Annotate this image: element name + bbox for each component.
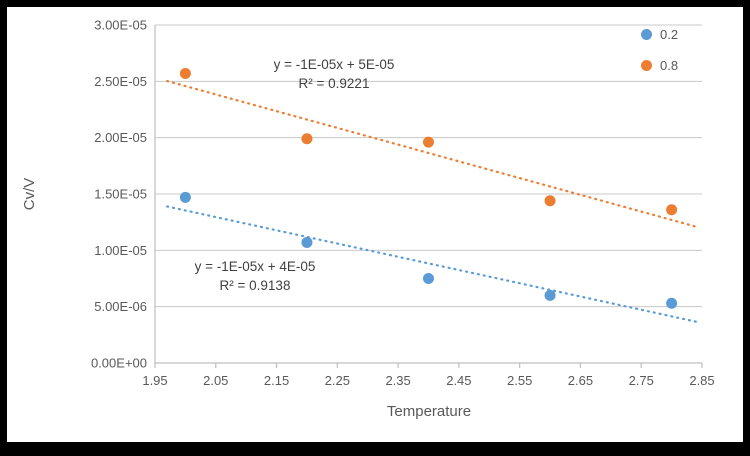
x-tick-label: 2.85 <box>689 373 714 388</box>
data-point <box>544 195 556 207</box>
legend-label: 0.2 <box>660 27 679 42</box>
data-point <box>423 273 434 284</box>
data-point <box>666 297 678 309</box>
data-point <box>544 289 556 301</box>
y-axis-title: Cv/V <box>21 177 38 211</box>
plot-area: 0.00E+00 5.00E-06 1.00E-05 1.50E-05 2.00E-05… <box>91 18 715 389</box>
legend-item-series-0.8: 0.8 <box>641 58 678 73</box>
x-tick-label: 2.05 <box>203 373 228 388</box>
x-tick-label: 2.45 <box>446 373 471 388</box>
y-tick-label: 5.00E-06 <box>94 299 147 314</box>
trendline-annotation-series-0.8: y = -1E-05x + 5E-05 R² = 0.9221 <box>244 55 424 93</box>
trendline <box>166 79 698 228</box>
legend-marker-orange-icon <box>641 60 652 71</box>
x-tick-label: 2.55 <box>507 373 532 388</box>
x-tick-label: 2.15 <box>264 373 289 388</box>
x-tick-label: 2.65 <box>568 373 593 388</box>
x-axis-title: Temperature <box>386 403 472 420</box>
legend: 0.2 0.8 <box>641 27 678 73</box>
x-tick-label: 2.75 <box>629 373 654 388</box>
data-point <box>179 191 191 203</box>
trendline-annotation-series-0.2: y = -1E-05x + 4E-05 R² = 0.9138 <box>165 257 345 295</box>
y-tick-label: 0.00E+00 <box>91 356 147 371</box>
x-tick-label: 2.35 <box>385 373 410 388</box>
y-tick-label: 2.50E-05 <box>94 74 147 89</box>
data-point <box>301 236 313 248</box>
data-point <box>423 136 434 148</box>
trendline <box>166 205 698 323</box>
legend-item-series-0.2: 0.2 <box>641 27 678 42</box>
data-point <box>179 67 191 79</box>
trendline-r-squared: R² = 0.9221 <box>298 76 370 91</box>
x-tick-label: 2.25 <box>325 373 350 388</box>
y-tick-label: 1.00E-05 <box>94 243 147 258</box>
x-tick-label: 1.95 <box>142 373 167 388</box>
y-tick-label: 1.50E-05 <box>94 187 147 202</box>
data-point <box>301 133 313 145</box>
legend-label: 0.8 <box>660 58 679 73</box>
trendline-r-squared: R² = 0.9138 <box>219 278 291 293</box>
y-tick-label: 3.00E-05 <box>94 18 147 33</box>
trendline-equation: y = -1E-05x + 5E-05 <box>273 57 395 72</box>
data-point <box>666 204 678 216</box>
legend-marker-blue-icon <box>641 29 652 40</box>
y-tick-label: 2.00E-05 <box>94 130 147 145</box>
trendline-equation: y = -1E-05x + 4E-05 <box>194 259 316 274</box>
